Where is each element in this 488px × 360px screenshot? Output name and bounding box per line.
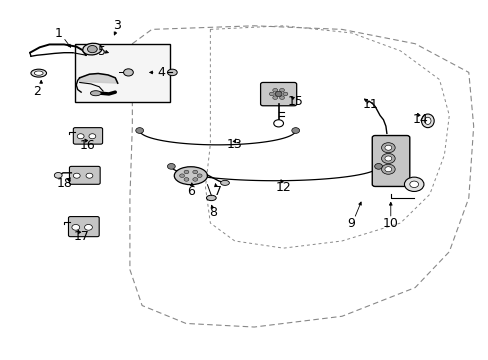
Circle shape [183,177,188,181]
Circle shape [381,153,394,163]
Text: 6: 6 [186,185,194,198]
Ellipse shape [90,91,101,96]
Text: 18: 18 [57,177,73,190]
Polygon shape [80,73,118,83]
Circle shape [86,173,93,178]
Ellipse shape [82,43,102,55]
Circle shape [192,170,197,174]
FancyBboxPatch shape [73,128,102,144]
Text: 13: 13 [226,138,242,151]
Ellipse shape [421,114,433,128]
Circle shape [192,177,197,181]
Circle shape [87,45,97,53]
Circle shape [384,167,391,172]
FancyBboxPatch shape [260,82,296,106]
Circle shape [291,128,299,134]
Bar [75,44,169,102]
Text: 11: 11 [362,98,377,111]
Circle shape [272,89,277,92]
Ellipse shape [424,117,430,125]
Ellipse shape [206,195,216,201]
Circle shape [409,181,418,188]
Ellipse shape [31,69,46,77]
Text: 1: 1 [54,27,62,40]
Circle shape [279,96,284,99]
FancyBboxPatch shape [371,135,409,186]
Text: 8: 8 [208,207,216,220]
Circle shape [197,174,202,177]
Ellipse shape [167,69,177,76]
Circle shape [279,89,284,92]
Text: 12: 12 [275,181,291,194]
Circle shape [269,92,274,96]
Text: 7: 7 [213,185,221,198]
Circle shape [136,128,143,134]
Text: 16: 16 [80,139,95,152]
Circle shape [381,164,394,174]
Circle shape [384,156,391,161]
Circle shape [123,69,133,76]
FancyBboxPatch shape [69,166,100,184]
Circle shape [404,177,423,192]
Text: 17: 17 [73,230,89,243]
Text: 2: 2 [33,85,41,98]
Text: 5: 5 [98,45,105,58]
Circle shape [183,170,188,174]
Circle shape [272,96,277,99]
Circle shape [384,145,391,150]
Text: 9: 9 [346,216,354,230]
Text: 15: 15 [287,95,303,108]
Text: 3: 3 [113,19,121,32]
Circle shape [72,225,80,230]
Circle shape [167,163,175,169]
Circle shape [381,143,394,153]
Circle shape [179,174,184,177]
Ellipse shape [174,167,207,185]
Circle shape [84,225,92,230]
Text: 14: 14 [412,113,428,126]
Circle shape [374,163,382,169]
Circle shape [89,134,96,139]
Text: 10: 10 [382,216,398,230]
Circle shape [54,172,62,178]
Ellipse shape [220,180,229,185]
Circle shape [275,91,282,96]
Text: 4: 4 [157,66,165,79]
FancyBboxPatch shape [68,217,99,237]
Circle shape [283,92,287,96]
Circle shape [77,134,84,139]
Circle shape [73,173,80,178]
Ellipse shape [34,71,43,75]
Circle shape [273,120,283,127]
